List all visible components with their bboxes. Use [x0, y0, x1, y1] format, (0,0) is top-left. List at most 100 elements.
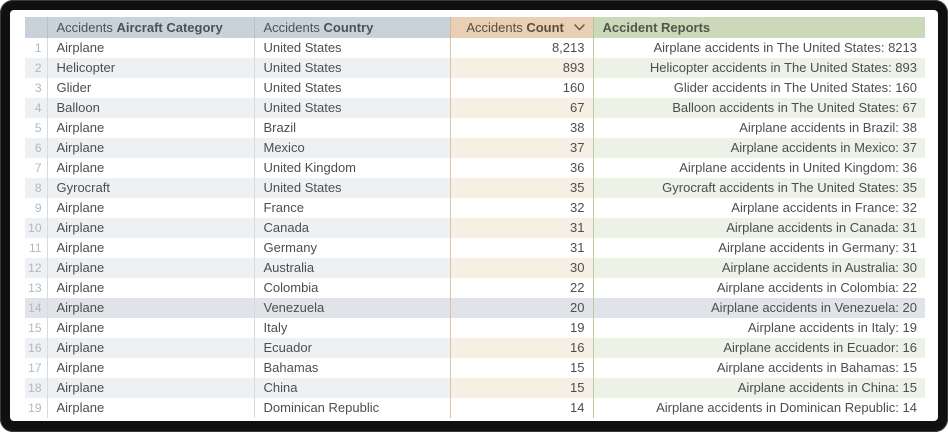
cell-row-number: 2	[25, 58, 47, 78]
cell-aircraft-category: Airplane	[46, 258, 254, 278]
cell-row-number: 1	[34, 41, 42, 55]
cell-country: China	[253, 378, 450, 398]
cell-count: 36	[449, 158, 593, 178]
table-row: 10 Airplane Canada 31 Airplane accidents in …	[25, 218, 925, 238]
cell-country: United States	[253, 78, 450, 98]
cell-country: Ecuador	[253, 338, 450, 358]
cell-accident-report: Airplane accidents in Germany: 31	[592, 238, 925, 258]
cell-accident-report: Airplane accidents in Canada: 31	[592, 218, 925, 238]
header-row-number	[25, 17, 47, 38]
chevron-down-icon[interactable]	[573, 17, 585, 37]
cell-country: Venezuela	[253, 298, 450, 318]
header-count[interactable]: Accidents Count	[449, 17, 593, 38]
table-row: 6 Airplane Mexico 37 Airplane accidents in M…	[25, 138, 925, 158]
cell-row-number: 15	[28, 321, 42, 335]
cell-country: United States	[253, 58, 450, 78]
table-row: 9 Airplane France 32 Airplane accidents in F…	[25, 198, 925, 218]
header-prefix: Accidents	[56, 19, 113, 35]
cell-count: 14	[449, 398, 593, 418]
cell-accident-report: Airplane accidents in Dominican Republic…	[592, 398, 925, 418]
cell-count: 15	[449, 378, 593, 398]
table-row: 14 Airplane Venezuela 20 Airplane accidents …	[25, 298, 925, 318]
cell-row-number: 7	[34, 161, 42, 175]
cell-count: 22	[449, 278, 593, 298]
cell-aircraft-category: Airplane	[46, 318, 254, 338]
cell-aircraft-category: Airplane	[46, 158, 254, 178]
data-table-panel: Accidents Aircraft Category Accidents Co…	[10, 10, 938, 421]
table-row: 17 Airplane Bahamas 15 Airplane accidents in…	[25, 358, 925, 378]
header-label: Accident Reports	[602, 19, 711, 35]
cell-row-number: 10	[25, 218, 47, 238]
cell-row-number: 8	[25, 178, 47, 198]
header-label: Count	[526, 20, 564, 35]
cell-row-number: 17	[28, 361, 42, 375]
table-row: 8 Gyrocraft United States 35 Gyrocraft accid…	[25, 178, 925, 198]
table-row: 16 Airplane Ecuador 16 Airplane accidents in…	[25, 338, 925, 358]
table-row: 1 Airplane United States 8,213 Airplane acci…	[25, 38, 925, 58]
cell-country: Italy	[253, 318, 450, 338]
cell-country: Mexico	[253, 138, 450, 158]
cell-row-number: 16	[25, 338, 47, 358]
cell-accident-report: Airplane accidents in France: 32	[592, 198, 925, 218]
cell-count: 16	[449, 338, 593, 358]
table-row: 7 Airplane United Kingdom 36 Airplane accide…	[25, 158, 925, 178]
cell-row-number: 18	[25, 378, 47, 398]
table-row: 19 Airplane Dominican Republic 14 Airplane a…	[25, 398, 925, 418]
cell-row-number: 4	[25, 98, 47, 118]
cell-country: United States	[253, 38, 450, 58]
header-country[interactable]: Accidents Country	[253, 17, 450, 38]
header-accident-reports[interactable]: Accident Reports	[592, 17, 925, 38]
cell-aircraft-category: Airplane	[46, 378, 254, 398]
cell-accident-report: Airplane accidents in Ecuador: 16	[592, 338, 925, 358]
cell-aircraft-category: Airplane	[46, 218, 254, 238]
cell-country: France	[253, 198, 450, 218]
cell-aircraft-category: Airplane	[46, 238, 254, 258]
cell-count: 893	[449, 58, 593, 78]
cell-aircraft-category: Airplane	[46, 198, 254, 218]
cell-country: Canada	[253, 218, 450, 238]
header-prefix: Accidents	[263, 19, 320, 35]
cell-row-number: 13	[28, 281, 42, 295]
cell-country: United States	[253, 98, 450, 118]
header-row: Accidents Aircraft Category Accidents Co…	[25, 17, 925, 38]
header-aircraft-category[interactable]: Accidents Aircraft Category	[46, 17, 254, 38]
cell-count: 38	[449, 118, 593, 138]
cell-aircraft-category: Airplane	[46, 338, 254, 358]
cell-count: 19	[449, 318, 593, 338]
cell-accident-report: Airplane accidents in United Kingdom: 36	[592, 158, 925, 178]
cell-accident-report: Airplane accidents in Brazil: 38	[592, 118, 925, 138]
cell-aircraft-category: Airplane	[46, 138, 254, 158]
cell-aircraft-category: Helicopter	[46, 58, 254, 78]
cell-count: 35	[449, 178, 593, 198]
cell-accident-report: Airplane accidents in Colombia: 22	[592, 278, 925, 298]
table-row: 11 Airplane Germany 31 Airplane accidents in…	[25, 238, 925, 258]
cell-aircraft-category: Airplane	[46, 278, 254, 298]
cell-count: 67	[449, 98, 593, 118]
cell-country: Dominican Republic	[253, 398, 450, 418]
cell-accident-report: Airplane accidents in Bahamas: 15	[592, 358, 925, 378]
cell-aircraft-category: Balloon	[46, 98, 254, 118]
header-label: Country	[323, 19, 374, 35]
cell-row-number: 6	[25, 138, 47, 158]
cell-count: 31	[449, 238, 593, 258]
cell-accident-report: Airplane accidents in Venezuela: 20	[592, 298, 925, 318]
cell-count: 160	[449, 78, 593, 98]
cell-count: 8,213	[449, 38, 593, 58]
header-prefix: Accidents	[466, 20, 523, 35]
cell-accident-report: Airplane accidents in Italy: 19	[592, 318, 925, 338]
cell-aircraft-category: Airplane	[46, 118, 254, 138]
cell-row-number: 19	[28, 401, 42, 415]
cell-row-number: 5	[34, 121, 42, 135]
cell-count: 31	[449, 218, 593, 238]
cell-row-number: 11	[29, 241, 42, 255]
cell-accident-report: Glider accidents in The United States: 1…	[592, 78, 925, 98]
cell-country: Colombia	[253, 278, 450, 298]
cell-row-number: 14	[25, 298, 47, 318]
table-row: 18 Airplane China 15 Airplane accidents in C…	[25, 378, 925, 398]
cell-country: Brazil	[253, 118, 450, 138]
cell-accident-report: Airplane accidents in Mexico: 37	[592, 138, 925, 158]
cell-accident-report: Gyrocraft accidents in The United States…	[592, 178, 925, 198]
table-row: 4 Balloon United States 67 Balloon accidents…	[25, 98, 925, 118]
cell-aircraft-category: Airplane	[46, 298, 254, 318]
